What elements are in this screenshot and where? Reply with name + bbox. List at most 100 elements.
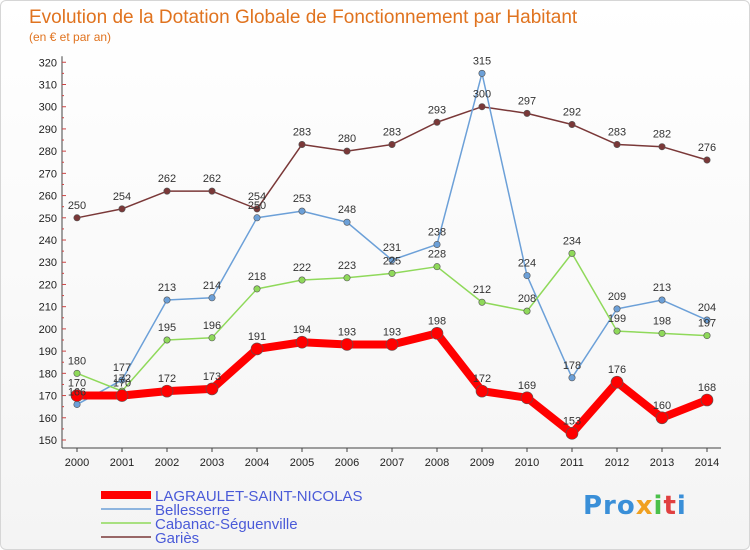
data-label: 168	[698, 382, 716, 394]
y-tick-label: 250	[39, 213, 57, 225]
data-label: 234	[563, 235, 581, 247]
data-point-bellesserre	[613, 305, 621, 313]
data-point-bellesserre	[478, 69, 486, 77]
data-label: 250	[248, 200, 266, 212]
data-label: 208	[518, 293, 536, 305]
x-tick-label: 2002	[155, 457, 179, 469]
data-point-garies	[433, 118, 441, 126]
data-point-bellesserre	[118, 376, 126, 384]
data-label: 170	[113, 378, 131, 390]
x-tick-label: 2008	[425, 457, 449, 469]
data-point-cabanac-seguenville	[253, 285, 261, 293]
data-point-lagraulet-saint-nicolas	[115, 389, 129, 402]
x-tick-label: 2013	[650, 457, 674, 469]
data-point-cabanac-seguenville	[298, 276, 306, 284]
data-label: 292	[563, 106, 581, 118]
legend-label: Bellesserre	[155, 502, 230, 519]
data-point-cabanac-seguenville	[568, 249, 576, 257]
x-tick-label: 2005	[290, 457, 314, 469]
data-label: 276	[698, 142, 716, 154]
data-point-garies	[208, 187, 216, 195]
data-label: 198	[428, 315, 446, 327]
data-point-cabanac-seguenville	[433, 263, 441, 271]
data-point-bellesserre	[208, 294, 216, 302]
data-label: 213	[653, 282, 671, 294]
chart-subtitle: (en € et par an)	[29, 30, 112, 44]
x-tick-label: 2003	[200, 457, 224, 469]
data-point-lagraulet-saint-nicolas	[70, 389, 84, 402]
data-point-lagraulet-saint-nicolas	[250, 342, 264, 356]
data-label: 297	[518, 95, 536, 107]
data-label: 262	[203, 173, 221, 185]
data-label: 283	[293, 126, 311, 138]
data-point-garies	[388, 140, 396, 148]
x-tick-label: 2006	[335, 457, 359, 469]
y-tick-label: 280	[39, 146, 57, 158]
legend-label: Cabanac-Séguenville	[155, 516, 298, 533]
data-label: 160	[653, 400, 671, 412]
logo-part-i2: i	[676, 491, 687, 521]
data-label: 204	[698, 302, 716, 314]
data-point-bellesserre	[523, 272, 531, 280]
data-label: 250	[68, 200, 86, 212]
data-point-lagraulet-saint-nicolas	[295, 335, 309, 349]
data-point-garies	[703, 156, 711, 164]
data-label: 196	[203, 320, 221, 332]
data-label: 177	[113, 362, 131, 374]
data-point-cabanac-seguenville	[388, 269, 396, 277]
data-label: 191	[248, 331, 266, 343]
data-label: 231	[383, 242, 401, 254]
data-point-lagraulet-saint-nicolas	[160, 384, 174, 398]
data-label: 176	[608, 364, 626, 376]
y-tick-label: 290	[39, 124, 57, 136]
data-point-lagraulet-saint-nicolas	[520, 391, 534, 405]
data-point-cabanac-seguenville	[613, 327, 621, 335]
y-tick-label: 270	[39, 168, 57, 180]
data-label: 254	[113, 191, 131, 203]
data-label: 222	[293, 262, 311, 274]
data-label: 254	[248, 191, 266, 203]
data-point-lagraulet-saint-nicolas	[340, 338, 354, 351]
data-point-cabanac-seguenville	[163, 336, 171, 344]
x-tick-label: 2010	[515, 457, 539, 469]
logo-part-x: x	[635, 491, 654, 521]
data-label: 180	[68, 355, 86, 367]
legend-label: LAGRAULET-SAINT-NICOLAS	[155, 488, 363, 505]
legend-label: Gariès	[155, 530, 199, 547]
data-point-bellesserre	[388, 256, 396, 264]
data-point-bellesserre	[658, 296, 666, 304]
data-point-lagraulet-saint-nicolas	[565, 427, 579, 440]
x-tick-label: 2012	[605, 457, 629, 469]
y-tick-label: 220	[39, 279, 57, 291]
y-tick-label: 150	[39, 435, 57, 447]
data-label: 228	[428, 249, 446, 261]
data-label: 209	[608, 291, 626, 303]
data-point-garies	[118, 205, 126, 213]
x-tick-label: 2004	[245, 457, 269, 469]
data-label: 173	[203, 371, 221, 383]
data-point-cabanac-seguenville	[73, 369, 81, 377]
data-point-bellesserre	[343, 218, 351, 226]
data-point-bellesserre	[433, 240, 441, 248]
logo-part-t: t	[663, 491, 677, 521]
data-point-garies	[478, 103, 486, 111]
y-tick-label: 200	[39, 324, 57, 336]
data-label: 166	[68, 386, 86, 398]
data-point-garies	[658, 143, 666, 151]
data-point-cabanac-seguenville	[343, 274, 351, 282]
data-label: 253	[293, 193, 311, 205]
y-tick-label: 160	[39, 413, 57, 425]
data-point-garies	[73, 214, 81, 222]
data-point-garies	[163, 187, 171, 195]
x-tick-label: 2000	[65, 457, 89, 469]
x-tick-label: 2001	[110, 457, 134, 469]
data-label: 283	[608, 126, 626, 138]
data-label: 193	[383, 326, 401, 338]
data-point-garies	[343, 147, 351, 155]
data-label: 315	[473, 55, 491, 67]
x-tick-label: 2007	[380, 457, 404, 469]
data-point-garies	[298, 140, 306, 148]
x-tick-label: 2014	[695, 457, 719, 469]
